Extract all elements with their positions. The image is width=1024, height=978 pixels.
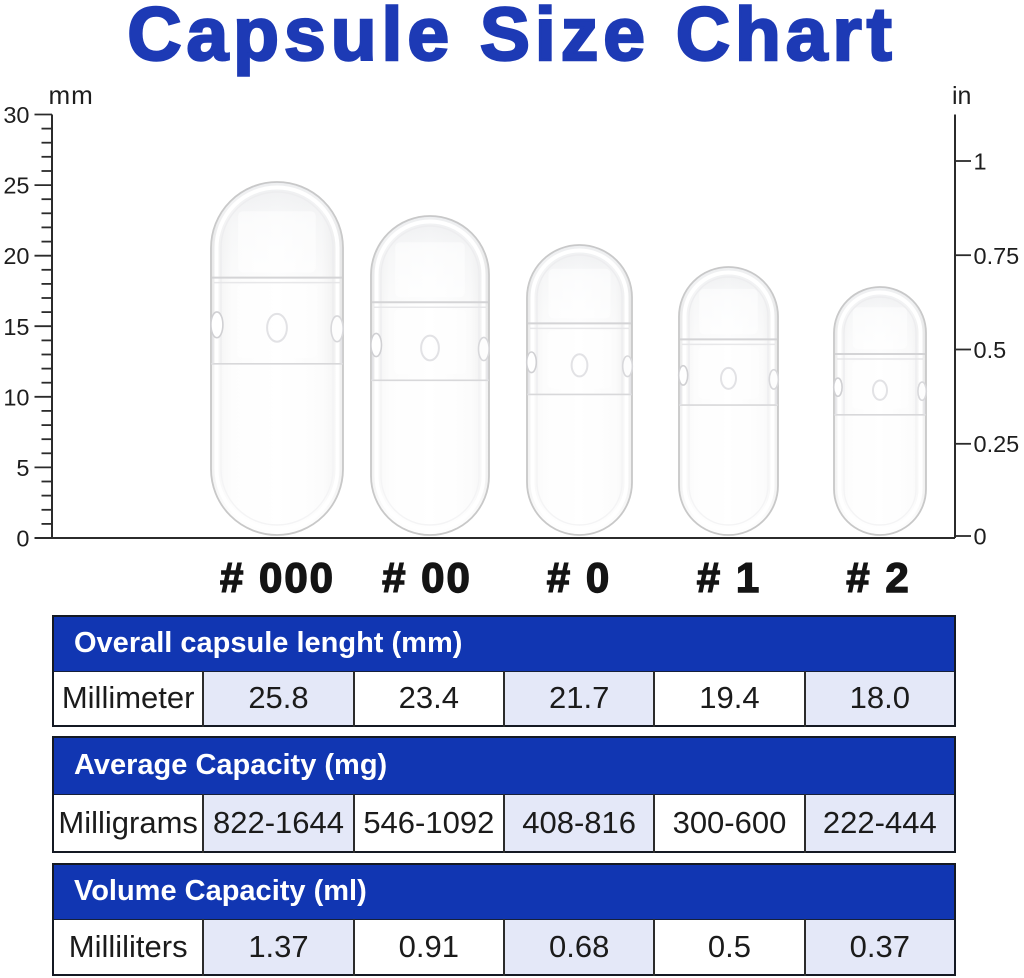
svg-text:25: 25 xyxy=(3,173,29,199)
svg-text:# 2: # 2 xyxy=(846,554,910,601)
svg-text:0.5: 0.5 xyxy=(974,337,1007,363)
svg-text:0: 0 xyxy=(16,526,29,552)
svg-text:15: 15 xyxy=(3,314,29,340)
svg-text:# 0: # 0 xyxy=(547,554,611,601)
svg-text:# 1: # 1 xyxy=(697,554,761,601)
svg-text:# 000: # 000 xyxy=(220,554,335,601)
svg-text:5: 5 xyxy=(16,455,29,481)
svg-text:10: 10 xyxy=(3,384,29,410)
svg-text:# 00: # 00 xyxy=(382,554,472,601)
svg-text:0: 0 xyxy=(974,524,987,550)
svg-text:1: 1 xyxy=(974,149,987,175)
svg-text:0.75: 0.75 xyxy=(974,243,1020,269)
svg-text:20: 20 xyxy=(3,243,29,269)
svg-text:mm: mm xyxy=(49,80,94,110)
svg-text:in: in xyxy=(952,82,971,110)
svg-text:0.25: 0.25 xyxy=(974,431,1020,457)
svg-text:30: 30 xyxy=(3,102,29,128)
